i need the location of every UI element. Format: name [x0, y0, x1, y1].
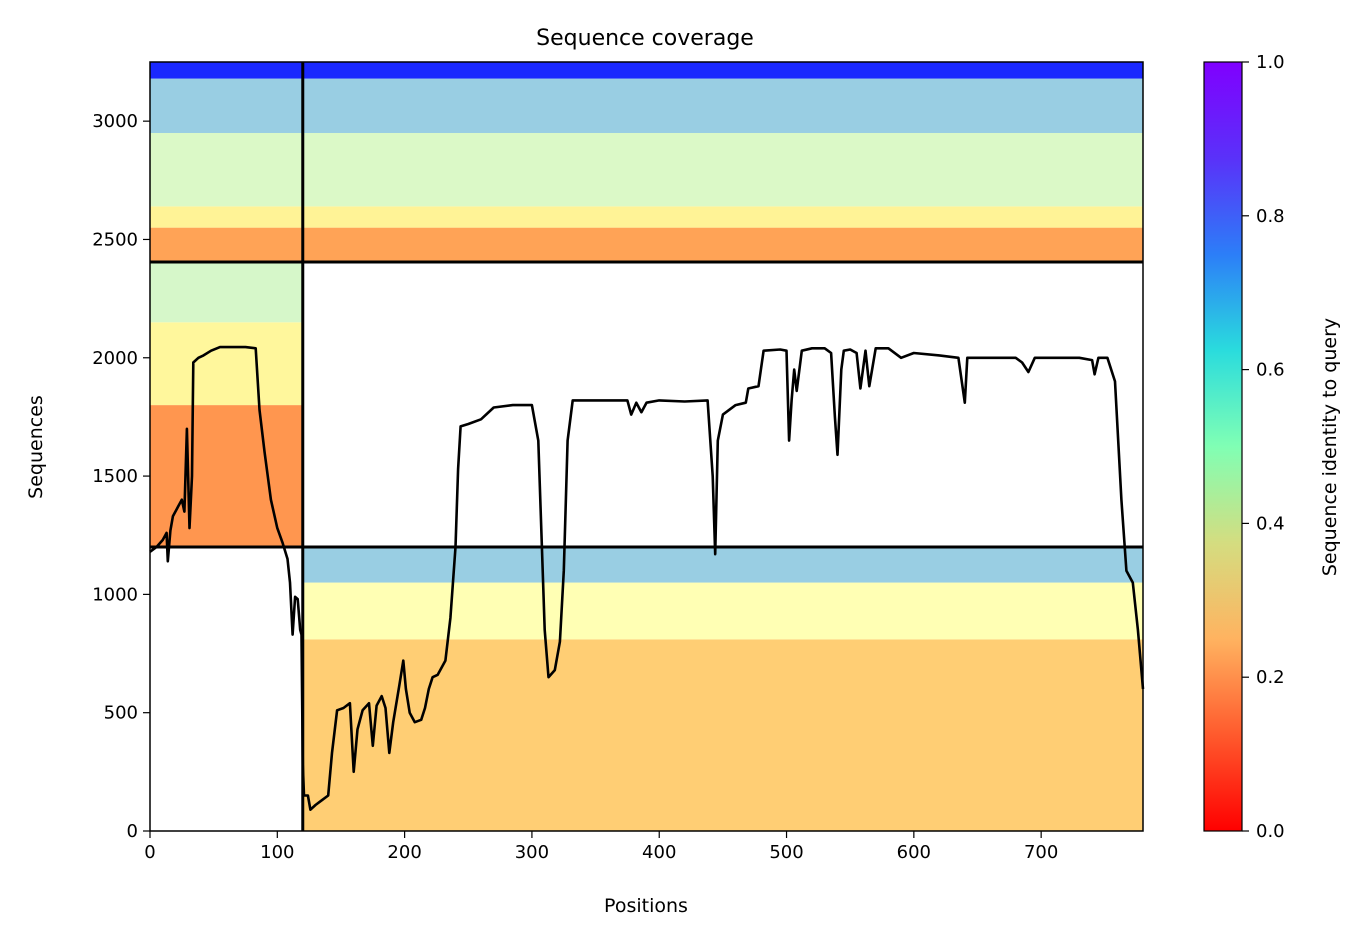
- domain-boundaries: [150, 62, 1143, 831]
- x-tick-label: 0: [144, 842, 155, 863]
- heatmap-band: [150, 261, 303, 323]
- coverage-line: [149, 345, 1145, 812]
- y-tick-label: 3000: [92, 111, 138, 132]
- heatmap-band: [302, 206, 1143, 228]
- x-axis: 0 100 200 300 400 500 600 700: [144, 831, 1058, 863]
- x-tick-label: 500: [769, 842, 803, 863]
- heatmap-band: [150, 78, 303, 133]
- colorbar-ticks: 0.0 0.2 0.4 0.6 0.8 1.0: [1242, 52, 1285, 842]
- heatmap-band: [302, 639, 1143, 831]
- heatmap-band: [150, 132, 303, 207]
- colorbar-tick-label: 1.0: [1256, 52, 1285, 73]
- heatmap-band: [150, 405, 303, 548]
- heatmap-band: [302, 547, 1143, 583]
- colorbar-label: Sequence identity to query: [1319, 318, 1341, 576]
- y-tick-label: 500: [104, 703, 138, 724]
- y-tick-label: 0: [127, 821, 138, 842]
- heatmap-band: [302, 227, 1143, 262]
- colorbar-tick-label: 0.8: [1256, 206, 1285, 227]
- heatmap-blocks: [150, 62, 1143, 831]
- y-axis: 0 500 1000 1500 2000 2500 3000: [92, 111, 150, 842]
- heatmap-band: [150, 322, 303, 406]
- heatmap-band: [150, 227, 303, 262]
- x-tick-label: 200: [387, 842, 421, 863]
- heatmap-band: [302, 62, 1143, 79]
- colorbar: [1203, 61, 1243, 832]
- heatmap-band: [150, 62, 303, 79]
- y-tick-label: 1000: [92, 584, 138, 605]
- heatmap-band: [302, 582, 1143, 640]
- y-tick-label: 1500: [92, 466, 138, 487]
- y-tick-label: 2500: [92, 229, 138, 250]
- heatmap-band: [302, 132, 1143, 207]
- heatmap-band: [302, 78, 1143, 133]
- coverage-line-group: [149, 345, 1145, 812]
- colorbar-tick-label: 0.2: [1256, 667, 1285, 688]
- x-tick-label: 400: [642, 842, 676, 863]
- plot-frame: [149, 61, 1144, 832]
- heatmap-band: [150, 206, 303, 228]
- x-tick-label: 100: [260, 842, 294, 863]
- chart-title: Sequence coverage: [536, 26, 754, 51]
- x-axis-label: Positions: [604, 895, 688, 917]
- colorbar-tick-label: 0.0: [1256, 821, 1285, 842]
- colorbar-tick-label: 0.4: [1256, 513, 1285, 534]
- x-tick-label: 600: [897, 842, 931, 863]
- y-tick-label: 2000: [92, 348, 138, 369]
- colorbar-tick-label: 0.6: [1256, 360, 1285, 381]
- y-axis-label: Sequences: [25, 395, 47, 499]
- x-tick-label: 300: [515, 842, 549, 863]
- x-tick-label: 700: [1024, 842, 1058, 863]
